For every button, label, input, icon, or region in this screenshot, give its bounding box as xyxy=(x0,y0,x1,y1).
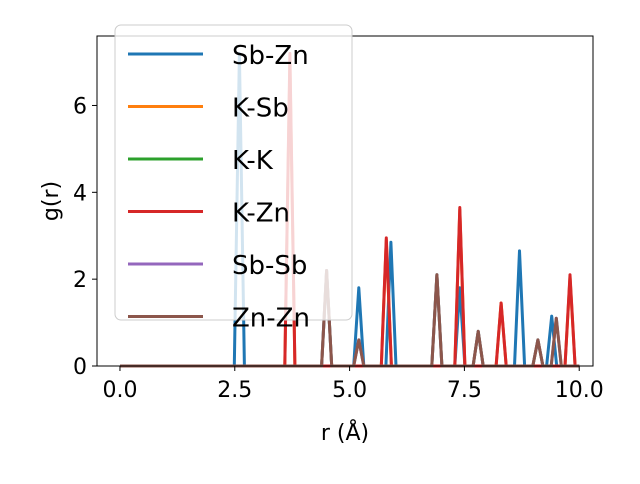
x-tick-label: 0.0 xyxy=(102,378,137,403)
legend-label-sb-zn: Sb-Zn xyxy=(232,41,309,71)
x-tick-label: 5.0 xyxy=(332,378,367,403)
y-tick-label: 0 xyxy=(73,355,87,380)
y-ticks: 0 2 4 6 xyxy=(73,94,97,380)
legend-label-k-zn: K-Zn xyxy=(232,199,290,229)
x-tick-label: 2.5 xyxy=(217,378,252,403)
x-axis-label: r (Å) xyxy=(321,419,369,446)
x-tick-label: 10.0 xyxy=(555,378,604,403)
legend-box xyxy=(114,24,353,321)
legend-label-sb-sb: Sb-Sb xyxy=(232,251,307,281)
legend-label-zn-zn: Zn-Zn xyxy=(232,304,310,334)
y-tick-label: 2 xyxy=(73,268,87,293)
legend-label-k-k: K-K xyxy=(232,146,274,176)
legend: Sb-Zn K-Sb K-K K-Zn Sb-Sb Zn-Zn xyxy=(114,24,353,334)
y-tick-label: 6 xyxy=(73,94,87,119)
legend-label-k-sb: K-Sb xyxy=(232,94,289,124)
y-axis-label: g(r) xyxy=(39,181,64,221)
x-tick-label: 7.5 xyxy=(447,378,482,403)
y-tick-label: 4 xyxy=(73,181,87,206)
legend-items: Sb-Zn K-Sb K-K K-Zn Sb-Sb Zn-Zn xyxy=(128,41,310,334)
x-ticks: 0.0 2.5 5.0 7.5 10.0 xyxy=(102,366,604,403)
